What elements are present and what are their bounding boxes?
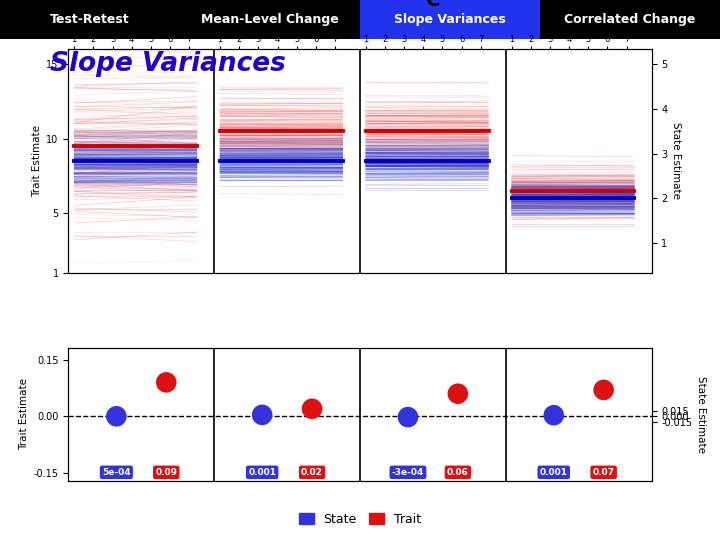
Point xyxy=(548,411,559,420)
Legend: State, Trait: State, Trait xyxy=(294,508,426,531)
Point xyxy=(306,404,318,413)
Text: A: A xyxy=(279,0,294,10)
Text: Slope Variances: Slope Variances xyxy=(50,51,287,77)
Y-axis label: State Estimate: State Estimate xyxy=(672,123,681,199)
Text: Slope Variances: Slope Variances xyxy=(394,13,506,26)
Text: -3e-04: -3e-04 xyxy=(392,468,424,477)
Bar xyxy=(360,0,540,39)
Text: C: C xyxy=(426,0,440,10)
Text: E: E xyxy=(135,0,148,10)
Y-axis label: Trait Estimate: Trait Estimate xyxy=(32,125,42,197)
Text: 0.09: 0.09 xyxy=(156,468,177,477)
Bar xyxy=(540,0,720,39)
Text: 5e-04: 5e-04 xyxy=(102,468,130,477)
Point xyxy=(256,410,268,419)
Text: Test-Retest: Test-Retest xyxy=(50,13,130,26)
Text: Mean-Level Change: Mean-Level Change xyxy=(201,13,339,26)
Point xyxy=(452,389,464,398)
Point xyxy=(111,412,122,421)
Text: 0.07: 0.07 xyxy=(593,468,615,477)
Text: 0.02: 0.02 xyxy=(301,468,323,477)
Point xyxy=(598,386,609,394)
Text: 0.001: 0.001 xyxy=(248,468,276,477)
Bar xyxy=(0,0,180,39)
Point xyxy=(161,378,172,387)
Y-axis label: State Estimate: State Estimate xyxy=(696,376,706,453)
Point xyxy=(402,413,414,421)
Text: N: N xyxy=(570,0,587,10)
Text: 0.001: 0.001 xyxy=(540,468,568,477)
Y-axis label: Trait Estimate: Trait Estimate xyxy=(19,379,30,450)
Bar xyxy=(180,0,360,39)
Text: Correlated Change: Correlated Change xyxy=(564,13,696,26)
Text: 0.06: 0.06 xyxy=(447,468,469,477)
